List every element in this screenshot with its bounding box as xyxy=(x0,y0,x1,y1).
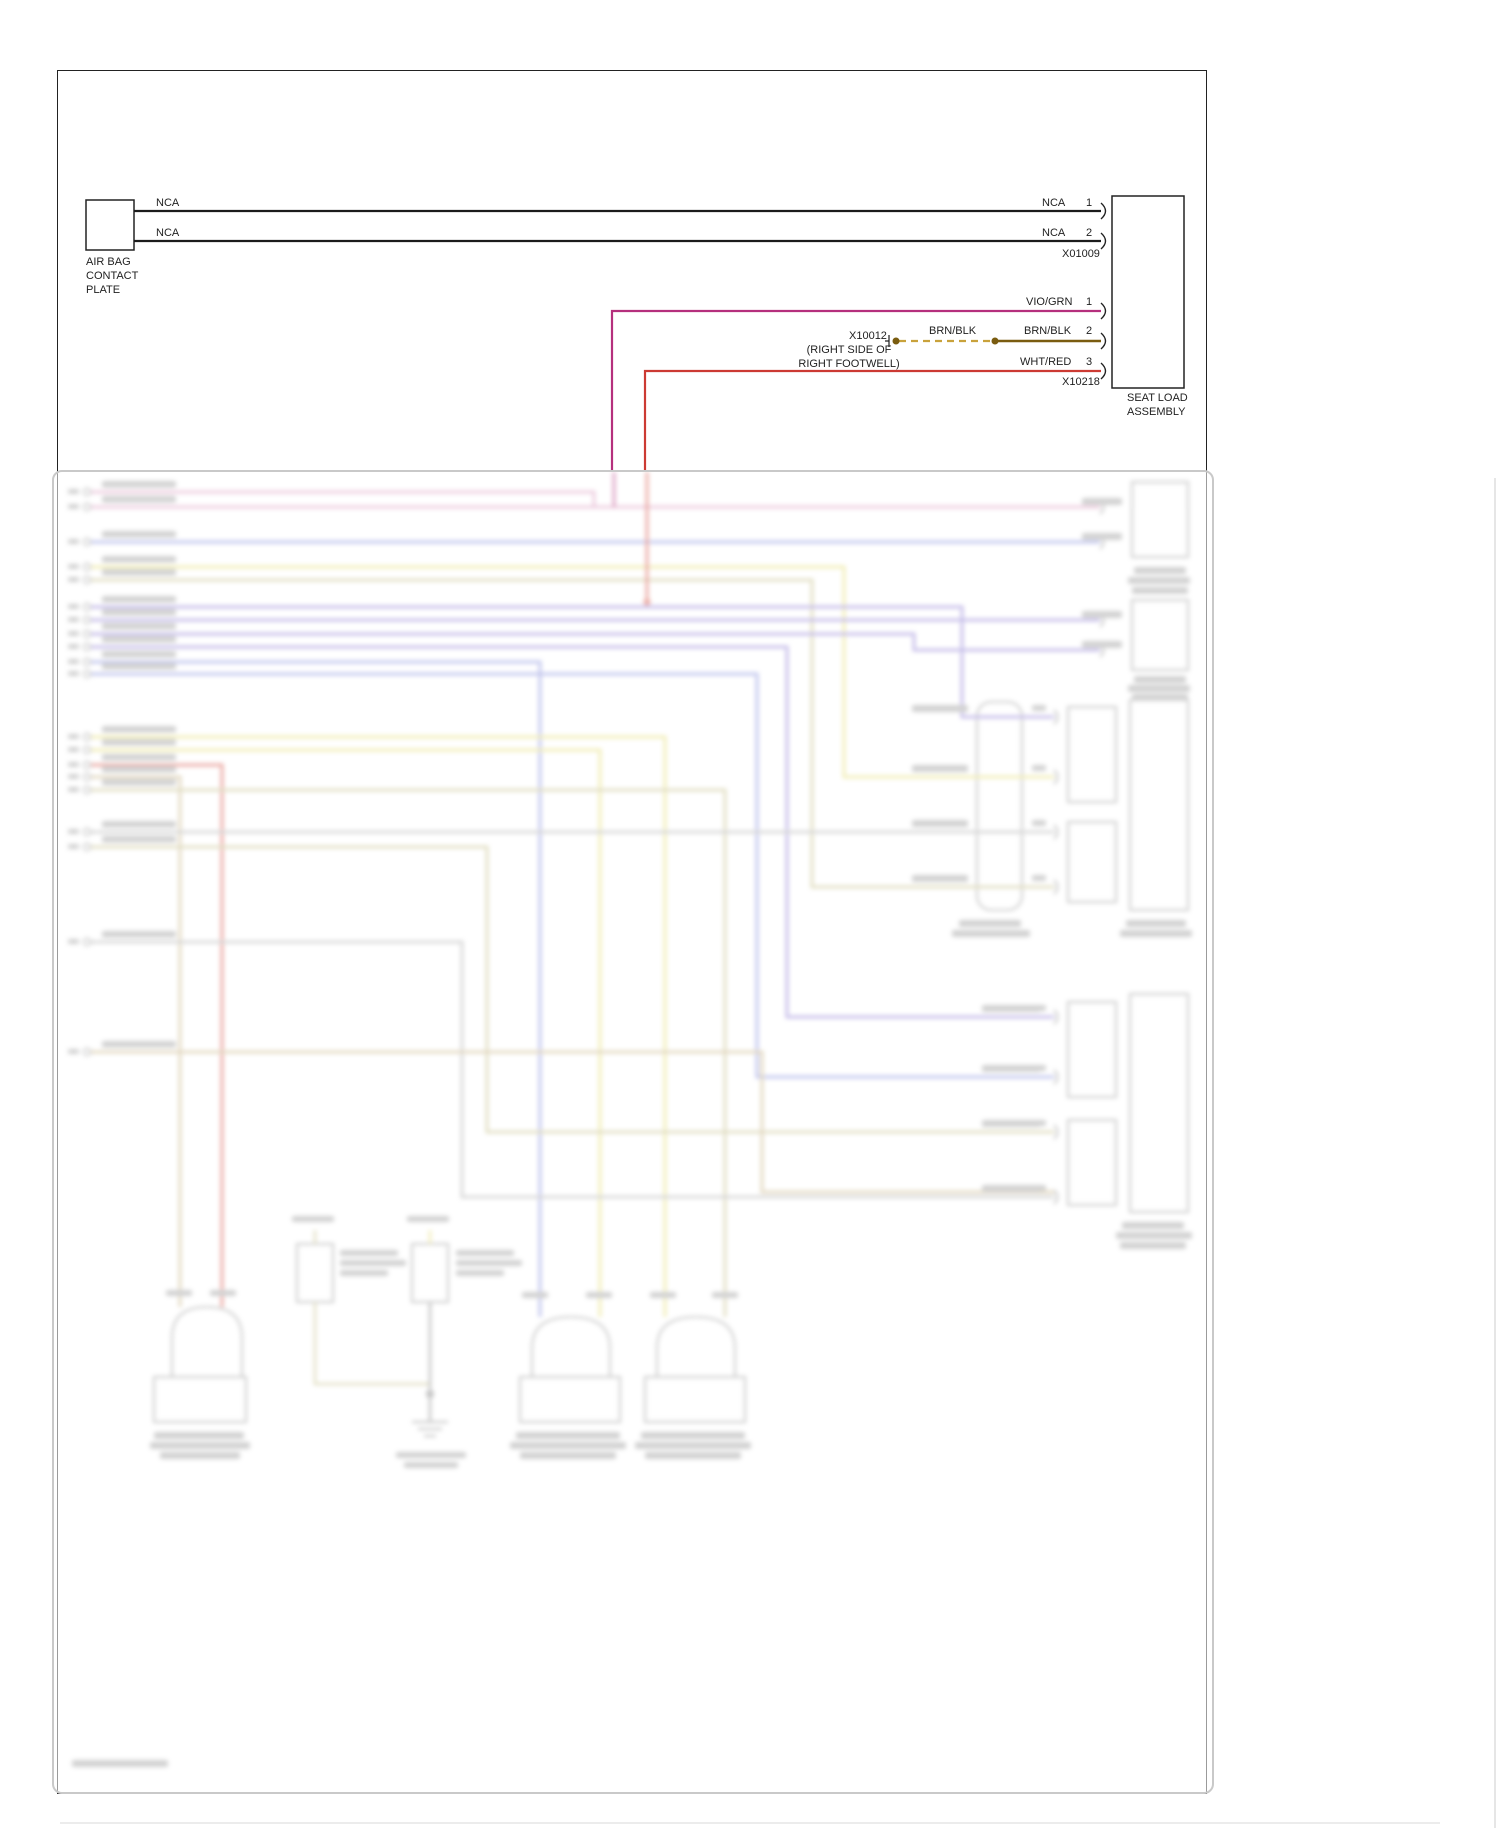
wire-label-brn-blk-right: BRN/BLK xyxy=(1024,325,1072,337)
blurred-diagram-section xyxy=(52,470,1214,1794)
pin-number-x10218-2: 2 xyxy=(1086,325,1093,337)
splice-dot-left xyxy=(892,337,900,345)
pin-arc-icon xyxy=(1100,362,1107,380)
wire-label-nca2-left: NCA xyxy=(156,227,180,239)
pin-arc-icon xyxy=(1100,232,1107,250)
connector-label-x10218: X10218 xyxy=(1062,376,1100,388)
component-label-seat-load-assembly: SEAT LOAD ASSEMBLY xyxy=(1127,392,1188,418)
vio-grn-wire xyxy=(610,309,1101,470)
wht-red-wire xyxy=(643,369,1101,470)
component-label-air-bag-contact-plate: AIR BAG CONTACT PLATE xyxy=(86,256,139,296)
pin-arc-icon xyxy=(1100,202,1107,220)
pin-number-x10218-3: 3 xyxy=(1086,356,1093,368)
page-edge-line xyxy=(1494,478,1496,1828)
blurred-wiring-svg xyxy=(68,472,1192,1767)
wire-label-wht-red: WHT/RED xyxy=(1020,356,1072,368)
air-bag-contact-plate-box xyxy=(85,199,135,251)
page-edge-line xyxy=(60,1822,1440,1824)
pin-arc-icon xyxy=(1100,332,1107,350)
pin-number-x10218-1: 1 xyxy=(1086,296,1093,308)
splice-dot-right xyxy=(991,337,999,345)
wire-label-nca2-right: NCA xyxy=(1042,227,1066,239)
seat-load-assembly-box xyxy=(1111,195,1185,389)
pin-number-x01009-1: 1 xyxy=(1086,197,1093,209)
pin-number-x01009-2: 2 xyxy=(1086,227,1093,239)
pin-arc-icon xyxy=(1100,302,1107,320)
x10012-location-note: (RIGHT SIDE OF RIGHT FOOTWELL) xyxy=(798,344,900,370)
wire-label-nca1-right: NCA xyxy=(1042,197,1066,209)
connector-label-x10012: X10012 xyxy=(849,330,887,342)
wire-label-brn-blk-mid: BRN/BLK xyxy=(929,325,977,337)
connector-label-x01009: X01009 xyxy=(1062,248,1100,260)
wire-label-vio-grn: VIO/GRN xyxy=(1026,296,1073,308)
wire-label-nca1-left: NCA xyxy=(156,197,180,209)
